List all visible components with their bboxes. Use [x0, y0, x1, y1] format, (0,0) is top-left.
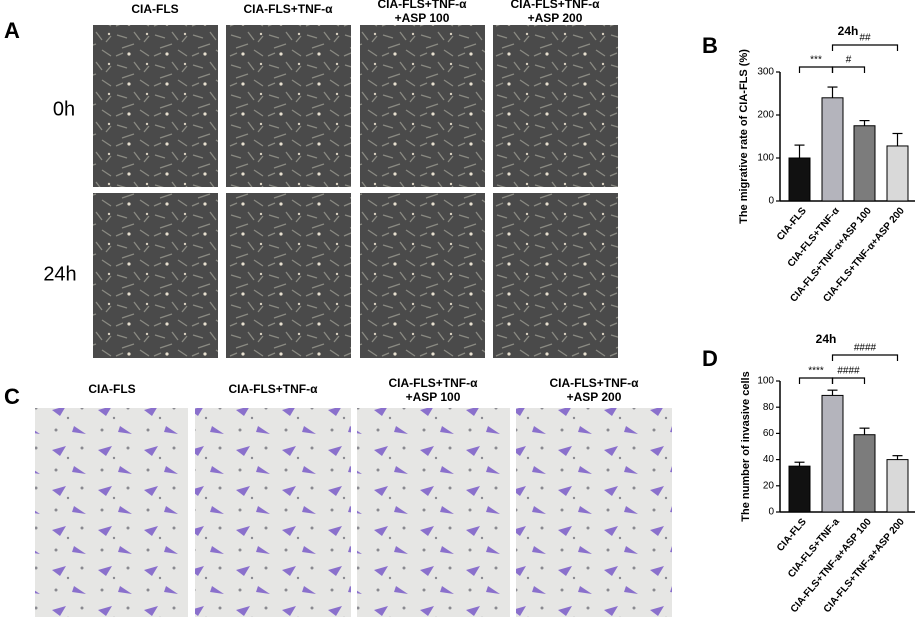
micrograph [226, 25, 351, 187]
column-header: CIA-FLS+TNF-α [510, 0, 600, 11]
row-label: 24h [43, 263, 76, 285]
bar-chart: 24h The migrative rate of CIA-FLS (%) 0 100… [738, 24, 915, 304]
column-header: +ASP 100 [406, 390, 461, 404]
y-tick-label: 40 [763, 454, 775, 465]
row-label: 0h [53, 98, 75, 120]
column-header: CIA-FLS [88, 382, 135, 396]
panel-label: D [702, 346, 718, 371]
panel-label: C [4, 384, 20, 409]
significance-bracket [831, 66, 866, 73]
micrograph [93, 25, 218, 187]
y-tick-label: 100 [757, 153, 774, 164]
y-tick-label: 20 [763, 480, 775, 491]
column-header: CIA-FLS+TNF-α [377, 0, 467, 11]
column-header: +ASP 200 [567, 390, 622, 404]
column-header: +ASP 100 [395, 11, 450, 25]
panel-label: B [702, 33, 718, 58]
bar [886, 459, 909, 513]
bar [821, 394, 844, 513]
panel-label: A [4, 18, 20, 43]
y-tick-label: 60 [763, 428, 775, 439]
significance-label: ## [859, 33, 871, 44]
bar [788, 157, 811, 202]
bar [788, 465, 811, 513]
x-tick-label: CIA-FLS [775, 516, 809, 554]
micrograph [493, 25, 618, 187]
significance-bracket [798, 66, 834, 73]
y-tick-label: 300 [757, 67, 774, 78]
column-header: +ASP 200 [528, 11, 583, 25]
significance-label: #### [854, 343, 877, 354]
column-header: CIA-FLS+TNF-α [228, 382, 318, 396]
micrograph [360, 193, 485, 358]
y-axis-label: The number of invasive cells [740, 371, 752, 521]
y-tick-label: 80 [763, 402, 775, 413]
micrograph [516, 408, 672, 617]
significance-bracket [798, 377, 834, 384]
bar-chart: 24h The number of invasive cells 0 20 40 60 80… [740, 332, 915, 615]
micrograph [195, 408, 351, 617]
significance-bracket [831, 354, 899, 361]
bar [853, 125, 876, 202]
micrograph [226, 193, 351, 358]
micrograph [93, 193, 218, 358]
bar [821, 97, 844, 202]
y-tick-label: 0 [768, 196, 774, 207]
micrograph [357, 408, 510, 617]
significance-label: **** [808, 366, 824, 377]
column-header: CIA-FLS+TNF-α [388, 376, 478, 390]
micrographs [35, 25, 672, 617]
significance-label: #### [837, 366, 860, 377]
column-header: CIA-FLS+TNF-α [549, 376, 639, 390]
significance-bracket [831, 44, 899, 51]
column-header: CIA-FLS+TNF-α [243, 2, 333, 16]
y-tick-label: 0 [768, 507, 774, 518]
y-tick-label: 100 [757, 376, 774, 387]
significance-bracket [831, 377, 866, 384]
column-header: CIA-FLS [131, 2, 178, 16]
micrograph [360, 25, 485, 187]
micrograph [493, 193, 618, 358]
significance-label: # [846, 55, 852, 66]
chart-title: 24h [816, 332, 837, 346]
chart-title: 24h [838, 24, 859, 38]
x-tick-label: CIA-FLS [775, 205, 809, 243]
y-axis-label: The migrative rate of CIA-FLS (%) [738, 49, 750, 224]
significance-label: *** [810, 55, 822, 66]
bar [886, 145, 909, 202]
bar [853, 434, 876, 513]
micrograph [35, 408, 188, 617]
y-tick-label: 200 [757, 110, 774, 121]
